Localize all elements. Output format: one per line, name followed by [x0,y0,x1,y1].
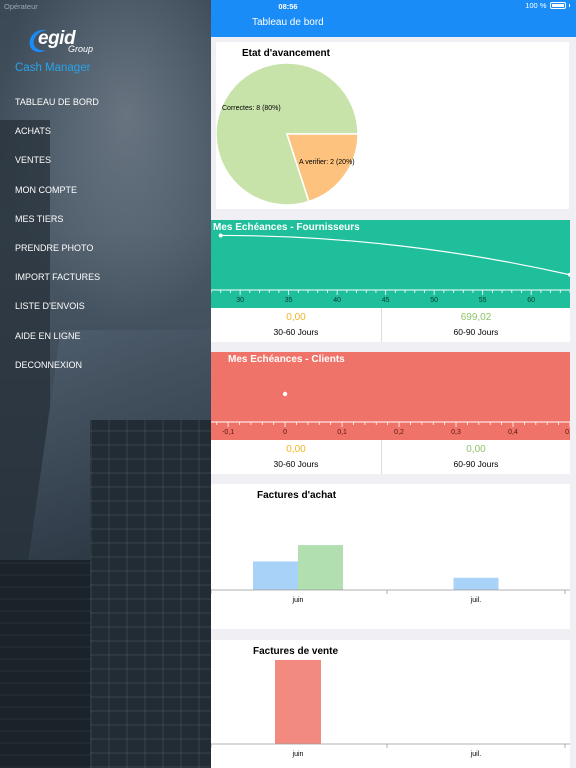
x-tick-label: 40 [333,297,341,304]
metric-value: 0,00 [286,444,306,455]
card-title: Mes Echéances - Fournisseurs [213,222,360,233]
metric-value: 0,00 [286,312,306,323]
pie-slice-a-verifier [285,133,359,203]
x-tick-label: 0,5 [565,429,570,436]
sidebar-item-mon-compte[interactable]: MON COMPTE [15,184,77,195]
card-title: Etat d'avancement [242,48,330,59]
metric-label: 60-90 Jours [453,327,499,337]
metric-60-90: 0,00 60-90 Jours [382,444,570,469]
scatter-chart: -0,1 0 0,1 0,2 0,3 0,4 0,5 [211,352,570,440]
sidebar-item-aide-en-ligne[interactable]: AIDE EN LIGNE [15,330,81,341]
card-title: Factures de vente [253,646,339,657]
metric-60-90: 699,02 60-90 Jours [382,312,570,337]
x-tick-label: 45 [382,297,390,304]
x-tick-label: juin [292,597,304,604]
x-tick-label: 0 [283,429,287,436]
battery-percent: 100 % [525,1,547,10]
cegid-logo: egid Group [26,26,96,56]
sidebar-item-ventes[interactable]: VENTES [15,155,52,166]
bar [275,660,321,744]
sidebar-item-prendre-photo[interactable]: PRENDRE PHOTO [15,242,94,253]
main-content: Tableau de bord Etat d'avancement Correc… [211,0,576,768]
building-image [90,420,211,768]
pie-chart: Correctes: 8 (80%) A verifier: 2 (20%) [216,62,359,206]
card-clients[interactable]: -0,1 0 0,1 0,2 0,3 0,4 0,5 Mes Echéances - Cli… [211,352,570,474]
app-title: Cash Manager [15,62,91,74]
x-tick-label: 60 [527,297,535,304]
x-tick-label: 0,1 [337,429,347,436]
data-point [282,391,288,397]
x-tick-label: 35 [285,297,293,304]
sidebar-item-import-factures[interactable]: IMPORT FACTURES [15,272,101,283]
card-avancement[interactable]: Etat d'avancement Correctes: 8 (80%) A ve… [216,42,569,209]
x-tick-label: 50 [430,297,438,304]
metric-label: 30-60 Jours [273,459,319,469]
x-tick-label: 0,2 [394,429,404,436]
bar [253,561,298,590]
metric-label: 60-90 Jours [453,459,499,469]
logo-swoosh-icon [29,29,48,53]
sidebar-item-liste-envois[interactable]: LISTE D'ENVOIS [15,301,85,312]
battery-icon [549,2,566,9]
data-point [218,233,223,238]
x-tick-label: 0,4 [508,429,518,436]
data-point [568,272,570,277]
series-line [220,234,570,276]
card-factures-vente[interactable]: Factures de vente juin juil. [211,640,570,768]
sidebar-item-achats[interactable]: ACHATS [15,126,51,137]
chart-background [211,220,570,308]
sidebar: egid Group Cash Manager TABLEAU DE BORD … [0,0,211,768]
card-title: Mes Echéances - Clients [228,354,345,365]
chart-background [211,352,570,440]
bar-chart: juin juil. [211,660,570,758]
x-tick-label: juil. [470,597,482,604]
navbar: Tableau de bord [211,0,576,37]
building-image [0,560,90,768]
metric-30-60: 0,00 30-60 Jours [211,312,381,337]
bar-chart: juin juil. [211,545,570,604]
x-tick-label: juin [292,751,304,758]
card-factures-achat[interactable]: Factures d'achat juin juil. [211,484,570,629]
metric-value: 699,02 [460,312,492,323]
sidebar-item-mes-tiers[interactable]: MES TIERS [15,213,64,224]
pie-label: Correctes: 8 (80%) [222,105,281,112]
bar [453,577,499,590]
carrier-label: Opérateur [4,2,38,11]
pie-label: A verifier: 2 (20%) [299,159,355,166]
x-tick-label: 30 [236,297,244,304]
logo-word: egid [38,28,76,49]
battery-indicator: 100 % [525,1,570,10]
sidebar-item-tableau-de-bord[interactable]: TABLEAU DE BORD [15,97,99,107]
line-chart: 30 35 40 45 50 55 60 [211,220,570,308]
status-bar: Opérateur 08:56 100 % [0,0,576,12]
x-tick-label: 0,3 [451,429,461,436]
metric-label: 30-60 Jours [273,327,319,337]
card-fournisseurs[interactable]: 30 35 40 45 50 55 60 Mes Echéances - Fournisse… [211,220,570,342]
divider [381,308,382,342]
logo-group: Group [68,44,94,54]
bar [298,545,343,590]
sidebar-menu: TABLEAU DE BORD ACHATS VENTES MON COMPTE… [0,88,211,380]
metric-value: 0,00 [466,444,486,455]
metric-30-60: 0,00 30-60 Jours [211,444,381,469]
card-title: Factures d'achat [257,490,337,501]
page-title: Tableau de bord [252,17,324,28]
x-tick-label: -0,1 [222,429,234,436]
clock: 08:56 [278,2,298,11]
x-tick-label: juil. [470,751,482,758]
sidebar-item-deconnexion[interactable]: DECONNEXION [15,359,83,370]
x-tick-label: 55 [479,297,487,304]
divider [381,440,382,474]
battery-tip [568,4,570,7]
